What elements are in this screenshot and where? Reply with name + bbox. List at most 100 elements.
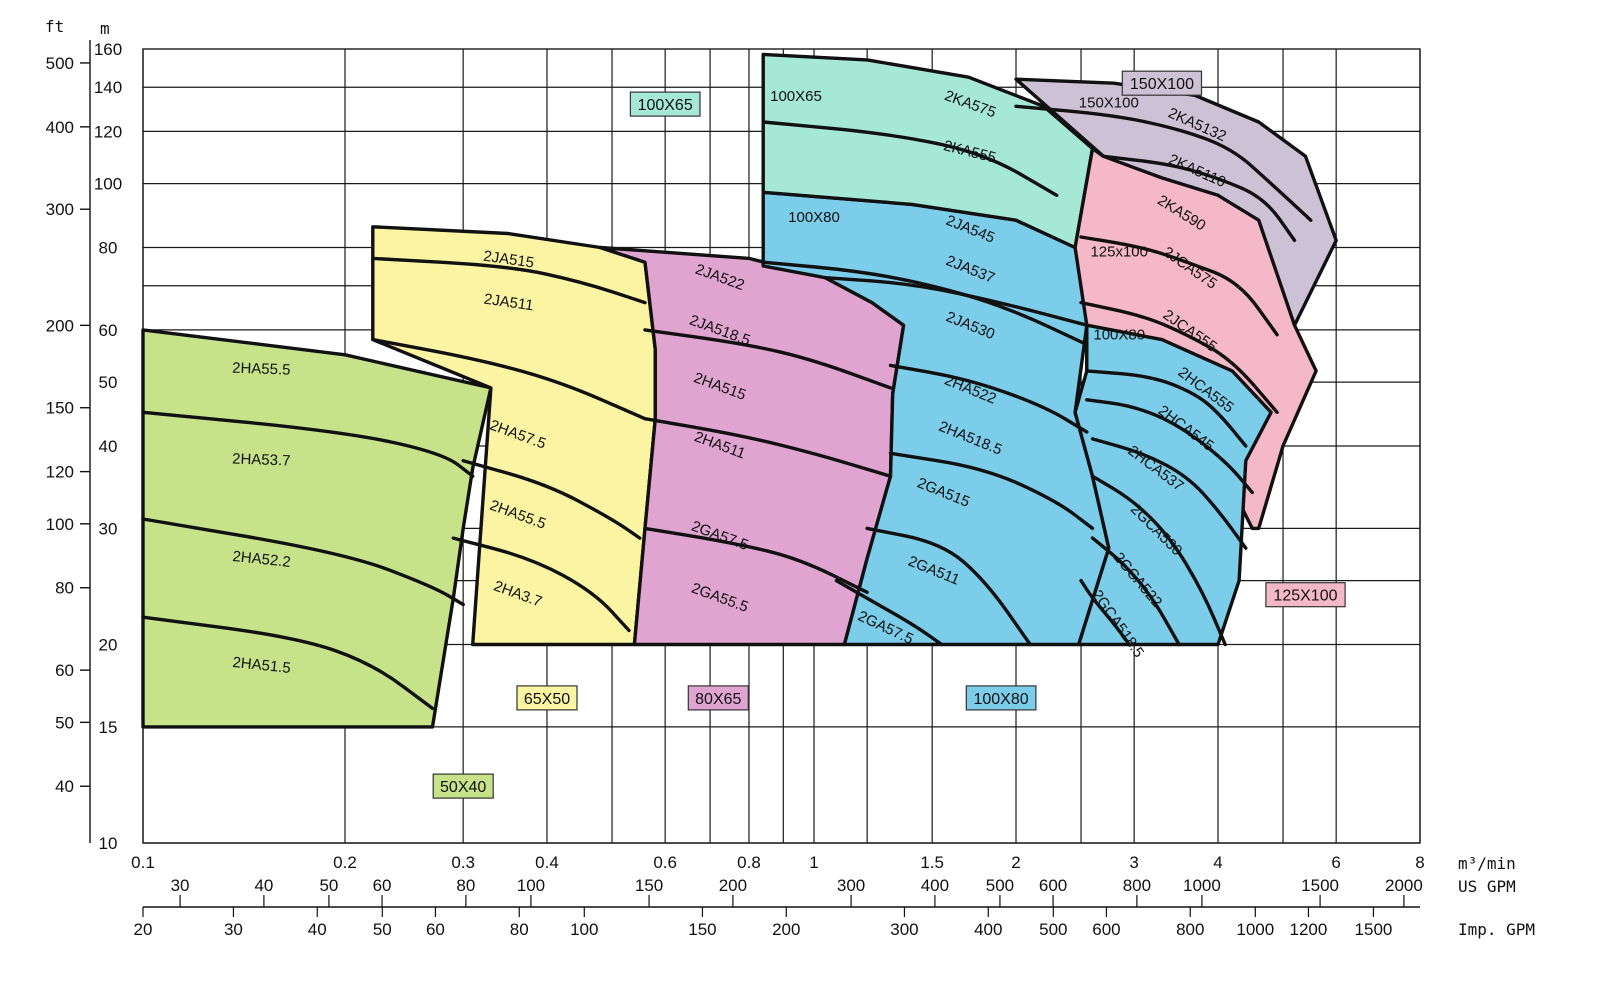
x-tick-label: 0.1 [131,853,155,872]
us-gpm-tick-label: 50 [319,876,338,895]
y-tick-label-ft: 100 [46,515,74,534]
impeller-curve [141,615,435,711]
y-tick-label-ft: 200 [46,316,74,335]
us-gpm-tick-label: 200 [719,876,747,895]
us-gpm-tick-label: 150 [635,876,663,895]
y-tick-label-m: 120 [94,122,122,141]
impeller-curve [1090,474,1227,647]
impeller-curve [451,536,631,633]
model-label: 2JA511 [483,291,535,315]
x-tick-label: 3 [1129,853,1138,872]
impeller-curve [1090,536,1181,647]
us-gpm-tick-label: 400 [921,876,949,895]
y-tick-label-m: 160 [94,40,122,59]
y-tick-label-m: 20 [99,636,118,655]
us-gpm-tick-label: 800 [1123,876,1151,895]
imp-gpm-tick-label: 1000 [1236,920,1274,939]
imp-gpm-tick-label: 1200 [1290,920,1328,939]
model-label: 2HA53.7 [232,450,291,469]
us-gpm-tick-label: 600 [1039,876,1067,895]
size-box-label: 50X40 [440,779,486,796]
x-axis-imp-unit: Imp. GPM [1458,920,1535,939]
y-tick-label-m: 100 [94,175,122,194]
size-box-label: 150X100 [1130,76,1194,93]
impeller-curve [1014,104,1313,222]
impeller-curve [141,517,465,607]
impeller-curve [761,260,1089,347]
y-tick-label-ft: 500 [46,54,74,73]
size-box [965,685,1037,711]
impeller-curve [1079,235,1279,337]
imp-gpm-tick-label: 40 [308,920,327,939]
y-tick-label-ft: 80 [55,579,74,598]
y-axis-m-unit: m [100,19,110,38]
x-tick-label: 0.8 [737,853,761,872]
model-label: 100X80 [1093,327,1145,344]
imp-gpm-tick-label: 80 [510,920,529,939]
imp-gpm-tick-label: 800 [1176,920,1204,939]
imp-gpm-tick-label: 60 [426,920,445,939]
impeller-curve [823,276,1089,327]
imp-gpm-tick-label: 50 [373,920,392,939]
imp-gpm-tick-label: 150 [688,920,716,939]
x-tick-label: 2 [1011,853,1020,872]
y-tick-label-ft: 60 [55,661,74,680]
y-tick-label-m: 30 [99,519,118,538]
x-tick-label: 6 [1331,853,1340,872]
us-gpm-tick-label: 40 [254,876,273,895]
impeller-curve [1079,300,1279,414]
y-tick-label-m: 80 [99,239,118,258]
y-tick-label-ft: 40 [55,777,74,796]
size-box-label: 100X65 [638,97,693,114]
imp-gpm-tick-label: 100 [570,920,598,939]
size-box-label: 125X100 [1273,588,1337,605]
imp-gpm-tick-label: 30 [224,920,243,939]
x-tick-label: 1.5 [920,853,944,872]
impeller-curve [1085,369,1248,448]
x-tick-label: 1 [809,853,818,872]
us-gpm-tick-label: 2000 [1385,876,1423,895]
x-tick-label: 4 [1213,853,1222,872]
us-gpm-tick-label: 30 [171,876,190,895]
impeller-curve [1085,398,1254,495]
model-label: 100X80 [788,209,840,226]
imp-gpm-tick-label: 300 [890,920,918,939]
us-gpm-tick-label: 100 [517,876,545,895]
x-tick-label: 0.2 [333,853,357,872]
impeller-curve [1090,437,1248,550]
x-tick-label: 0.3 [451,853,475,872]
imp-gpm-tick-label: 20 [134,920,153,939]
y-tick-label-m: 50 [99,373,118,392]
us-gpm-tick-label: 60 [373,876,392,895]
us-gpm-tick-label: 300 [837,876,865,895]
x-axis-us-unit: US GPM [1458,877,1516,896]
impeller-curve [461,459,642,540]
y-tick-label-m: 10 [99,834,118,853]
y-tick-label-m: 60 [99,321,118,340]
y-axis-ft-unit: ft [45,17,64,36]
size-box-label: 80X65 [695,691,741,708]
x-tick-label: 0.4 [535,853,559,872]
impeller-curve [865,526,1032,647]
us-gpm-tick-label: 500 [986,876,1014,895]
model-label: 2HA52.2 [232,548,292,571]
impeller-curve [834,578,944,647]
imp-gpm-tick-label: 1500 [1355,920,1393,939]
y-tick-label-ft: 300 [46,200,74,219]
impeller-curve [643,417,893,478]
y-tick-label-ft: 120 [46,463,74,482]
size-box-label: 100X80 [973,691,1028,708]
impeller-curve [141,410,475,478]
model-label: 2JA515 [482,248,535,272]
y-tick-label-ft: 50 [55,713,74,732]
impeller-curve [888,363,1089,434]
impeller-curve [1101,154,1297,243]
model-label: 150X100 [1079,94,1139,111]
size-box [629,91,701,117]
size-boxes: 50X40 65X50 80X65 100X80 100X65 150X100 125X10… [432,70,1346,799]
imp-gpm-tick-label: 600 [1092,920,1120,939]
impeller-curve [371,337,647,421]
y-tick-label-m: 15 [99,718,118,737]
axes: ft m m³/min US GPM Imp. GPM 0.1 0.2 0.3 0.4… [45,17,1535,939]
